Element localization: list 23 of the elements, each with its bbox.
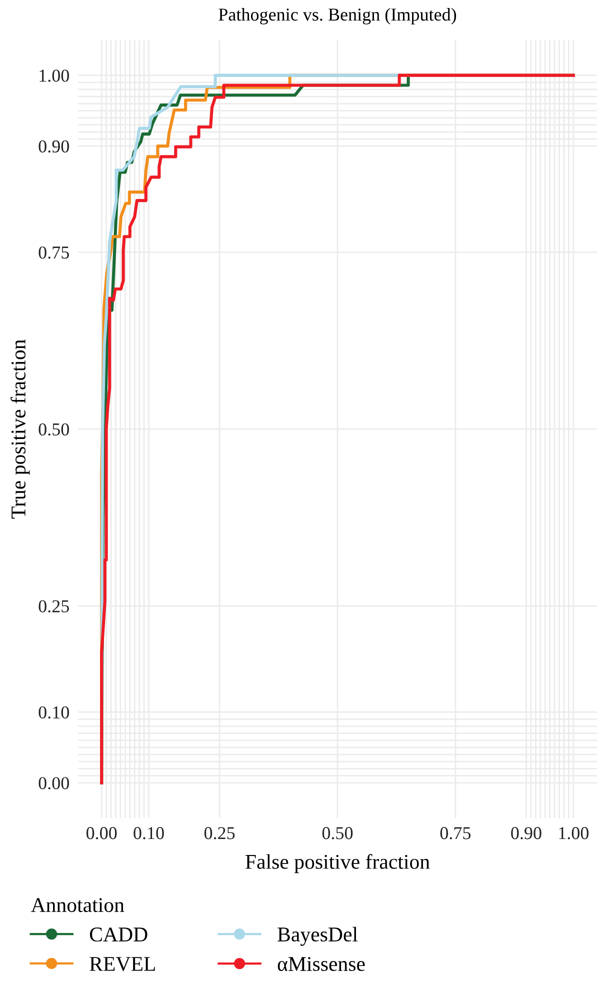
text: 0.00: [86, 827, 117, 840]
x-tick-label: 0.10: [134, 827, 164, 840]
x-tick-label: 0.90: [511, 827, 542, 840]
y-tick-label: 0.00: [38, 777, 69, 790]
line-series: [100, 74, 575, 784]
legend-label: αMissense: [278, 957, 365, 972]
x-tick-label: 0.50: [322, 827, 353, 840]
y-tick-label: 0.75: [38, 246, 69, 259]
y-tick-label: 1.00: [40, 70, 69, 82]
x-axis-title: False positive fraction: [246, 854, 430, 874]
x-tick-label: 1.00: [559, 827, 589, 840]
legend-label: BayesDel: [278, 926, 358, 946]
legend-label: REVEL: [90, 957, 155, 972]
y-axis-title: True positive fraction: [10, 340, 30, 519]
y-tick-label: 0.10: [38, 706, 69, 719]
y-tick-label: 0.90: [38, 140, 69, 153]
chart-title: Pathogenic vs. Benign (Imputed): [218, 8, 456, 24]
x-tick-label: 0.75: [440, 827, 471, 840]
legend-title: Annotation: [30, 898, 124, 912]
y-tick-label: 0.50: [38, 423, 69, 436]
legend-label: CADD: [90, 928, 148, 942]
y-tick-label: 0.25: [38, 600, 69, 612]
x-tick-label: 0.25: [204, 827, 235, 840]
